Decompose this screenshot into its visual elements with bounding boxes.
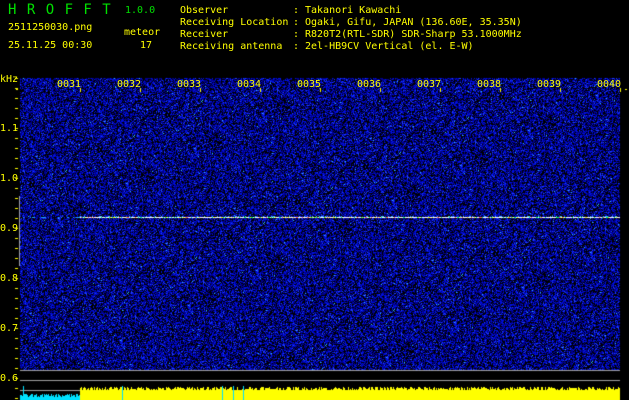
y-tick-label: 0.9 [0, 223, 19, 234]
info-sep: : [293, 5, 300, 16]
info-label: Observer [180, 5, 229, 16]
x-tick-label: 0038 [477, 79, 502, 90]
y-tick-label: 1.0 [0, 173, 19, 184]
y-tick-label: 0.7 [0, 323, 19, 334]
app-title: H R O F F T [8, 2, 112, 18]
info-sep: : [293, 41, 300, 52]
info-value: Takanori Kawachi [305, 5, 402, 16]
y-tick-label: 1.1 [0, 123, 19, 134]
y-tick-label: 0.6 [0, 373, 19, 384]
info-label: Receiving antenna [180, 41, 283, 52]
x-tick-label: 0032 [117, 79, 142, 90]
info-sep: : [293, 17, 300, 28]
file-name: 2511250030.png [8, 22, 93, 33]
file-datetime: 25.11.25 00:30 [8, 40, 93, 51]
x-tick-label: 0036 [357, 79, 382, 90]
x-tick-label: 0034 [237, 79, 262, 90]
x-tick-label: 0039 [537, 79, 562, 90]
info-sep: : [293, 29, 300, 40]
x-tick-label: 0035 [297, 79, 322, 90]
meteor-count: 17 [140, 40, 153, 51]
x-tick-label: 0031 [57, 79, 82, 90]
info-value: R820T2(RTL-SDR) SDR-Sharp 53.1000MHz [305, 29, 522, 40]
y-axis-unit: kHz [0, 74, 19, 85]
app-version: 1.0.0 [125, 5, 156, 16]
info-label: Receiving Location [180, 17, 289, 28]
meteor-label: meteor [124, 27, 161, 38]
x-tick-label: 0040 [597, 79, 622, 90]
info-value: 2el-HB9CV Vertical (el. E-W) [305, 41, 474, 52]
info-value: Ogaki, Gifu, JAPAN (136.60E, 35.35N) [305, 17, 522, 28]
x-tick-label: 0037 [417, 79, 442, 90]
info-label: Receiver [180, 29, 229, 40]
y-tick-label: 0.8 [0, 273, 19, 284]
x-tick-label: 0033 [177, 79, 202, 90]
